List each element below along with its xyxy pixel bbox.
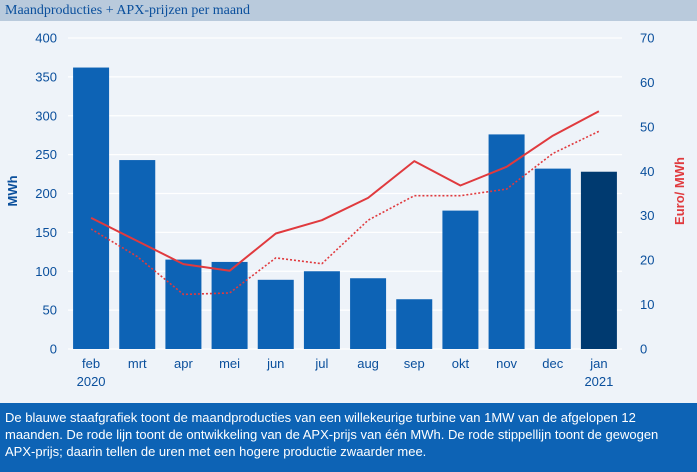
x-tick-label: jul	[314, 356, 328, 371]
x-tick-label: nov	[496, 356, 517, 371]
bar	[303, 271, 340, 349]
grid-lines	[68, 37, 622, 350]
x-tick-label: sep	[404, 356, 425, 371]
x-tick-label: jun	[266, 356, 284, 371]
bar	[211, 261, 248, 349]
left-tick-label: 100	[35, 264, 57, 279]
right-tick-label: 0	[640, 342, 647, 357]
right-tick-label: 30	[640, 208, 654, 223]
x-tick-label: okt	[452, 356, 470, 371]
x-tick-label: dec	[542, 356, 563, 371]
right-tick-label: 20	[640, 253, 654, 268]
bar	[257, 279, 294, 349]
left-axis-ticks: 0 50 100 150 200 250 300 350 400	[35, 31, 57, 357]
bar	[488, 134, 525, 349]
bar	[165, 259, 202, 349]
solid-price-line	[90, 110, 600, 272]
left-tick-label: 200	[35, 186, 57, 201]
bar	[119, 160, 156, 349]
x-tick-label: jan	[589, 356, 607, 371]
bar	[534, 168, 571, 349]
left-tick-label: 250	[35, 147, 57, 162]
right-tick-label: 70	[640, 31, 654, 46]
bar	[580, 171, 617, 349]
right-tick-label: 60	[640, 75, 654, 90]
x-year-label: 2020	[77, 374, 106, 389]
bar-series	[73, 67, 617, 350]
x-tick-label: mrt	[128, 356, 147, 371]
bar	[350, 278, 387, 349]
right-axis-ticks: 0 10 20 30 40 50 60 70	[640, 31, 654, 357]
left-tick-label: 400	[35, 31, 57, 46]
x-tick-label: feb	[82, 356, 100, 371]
right-tick-label: 50	[640, 119, 654, 134]
chart-caption: De blauwe staafgrafiek toont de maandpro…	[0, 403, 697, 472]
bar	[396, 299, 433, 349]
right-tick-label: 10	[640, 297, 654, 312]
bar	[73, 67, 110, 350]
line-series	[90, 110, 600, 296]
right-axis-label: Euro/ MWh	[672, 157, 687, 225]
left-tick-label: 300	[35, 108, 57, 123]
left-tick-label: 0	[50, 342, 57, 357]
left-tick-label: 350	[35, 69, 57, 84]
x-tick-label: apr	[174, 356, 193, 371]
right-tick-label: 40	[640, 164, 654, 179]
x-tick-label: aug	[357, 356, 379, 371]
left-tick-label: 50	[43, 303, 57, 318]
chart-title: Maandproducties + APX-prijzen per maand	[0, 0, 697, 21]
left-tick-label: 150	[35, 225, 57, 240]
combo-chart: 0 50 100 150 200 250 300 350 400 0 10 20 30 40 50 60 70…	[5, 31, 687, 390]
x-tick-label: mei	[219, 356, 240, 371]
left-axis-label: MWh	[5, 175, 20, 206]
bar	[442, 210, 479, 349]
x-year-label: 2021	[584, 374, 613, 389]
chart-area: 0 50 100 150 200 250 300 350 400 0 10 20 30 40 50 60 70…	[0, 21, 697, 403]
x-axis-ticks: feb 2020 mrt apr mei jun jul aug sep okt nov dec jan…	[77, 356, 614, 389]
